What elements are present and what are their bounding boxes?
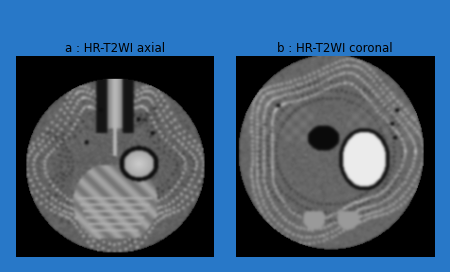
Title: b : HR-T2WI coronal: b : HR-T2WI coronal [278,42,393,55]
Title: a : HR-T2WI axial: a : HR-T2WI axial [65,42,165,55]
